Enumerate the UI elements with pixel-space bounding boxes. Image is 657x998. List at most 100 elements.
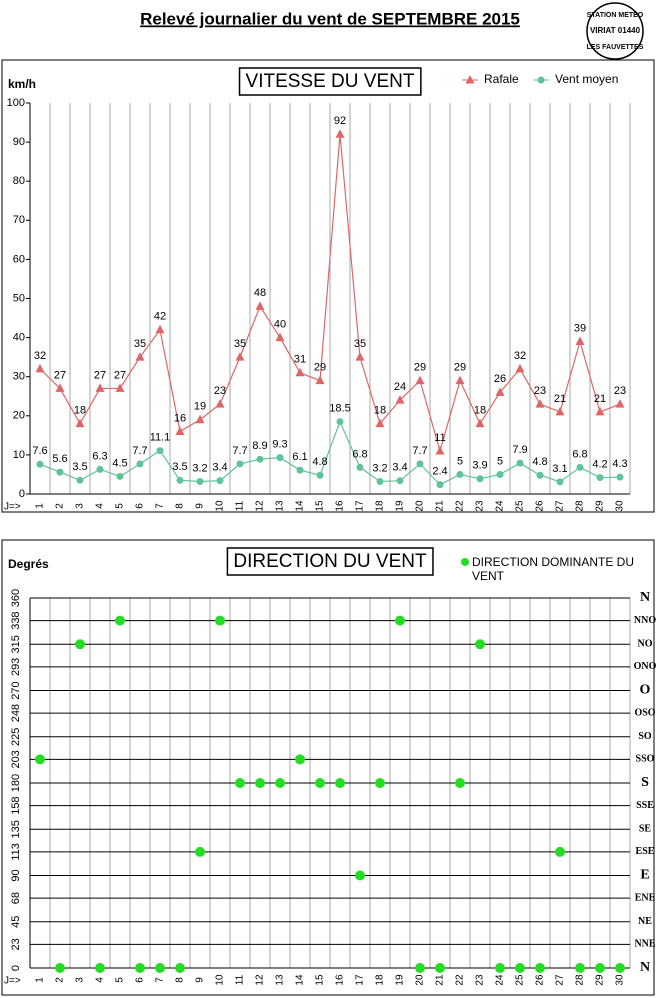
x-tick-label: 28: [575, 500, 586, 512]
x-tick-label: 19: [395, 974, 406, 986]
value-label: 2.4: [432, 466, 447, 478]
x-tick-label: 25: [515, 500, 526, 512]
point: [56, 468, 64, 476]
point: [555, 406, 565, 416]
point: [616, 473, 624, 481]
point: [296, 466, 304, 474]
point: [216, 477, 224, 485]
direction-label: SSE: [636, 800, 654, 811]
direction-label: ONO: [634, 661, 657, 672]
value-label: 35: [234, 338, 246, 350]
value-label: 26: [494, 373, 506, 385]
value-label: 8.9: [252, 440, 267, 452]
point: [155, 324, 165, 334]
point: [595, 963, 605, 973]
x-tick-label: 18: [375, 500, 386, 512]
point: [175, 426, 185, 435]
value-label: 7.6: [32, 445, 47, 457]
x-tick-label: 26: [535, 974, 546, 986]
value-label: 5.6: [52, 453, 67, 465]
point: [75, 418, 85, 428]
y-tick-label: 70: [13, 214, 25, 226]
point: [195, 846, 205, 857]
point: [156, 447, 164, 455]
series-line: [39, 420, 621, 486]
point: [95, 963, 105, 973]
point: [275, 778, 285, 788]
point: [375, 418, 385, 428]
value-label: 29: [414, 362, 426, 374]
x-tick-label: 27: [555, 500, 566, 512]
x-tick-label: 11: [235, 500, 246, 511]
point: [576, 463, 584, 471]
x-tick-label: 4: [95, 503, 106, 509]
value-label: 6.8: [572, 448, 587, 460]
point: [96, 465, 104, 473]
y-axis-label: km/h: [8, 77, 36, 91]
point: [155, 963, 165, 973]
x-axis-label: J=>: [4, 976, 21, 987]
direction-label: NNO: [634, 615, 656, 626]
value-label: 3.9: [472, 460, 487, 472]
direction-label: NE: [638, 916, 652, 927]
point: [516, 459, 524, 467]
point: [495, 387, 505, 396]
point: [235, 778, 245, 788]
point: [395, 615, 405, 626]
value-label: 7.7: [132, 445, 147, 457]
point: [295, 754, 305, 765]
value-label: 23: [214, 385, 226, 397]
x-tick-label: 26: [535, 500, 546, 512]
point: [356, 463, 364, 471]
point: [415, 963, 425, 973]
value-label: 32: [34, 350, 46, 362]
point: [336, 418, 344, 426]
point: [35, 754, 45, 765]
value-label: 27: [114, 369, 126, 381]
y-tick-label: 23: [10, 938, 22, 950]
value-label: 6.3: [92, 450, 107, 462]
value-label: 4.2: [592, 458, 607, 470]
x-tick-label: 22: [455, 500, 466, 512]
value-label: 5: [457, 455, 463, 467]
x-tick-label: 7: [155, 503, 166, 509]
point: [36, 460, 44, 468]
chart-frame: [1, 539, 655, 996]
point: [475, 418, 485, 428]
value-label: 39: [574, 322, 586, 334]
x-tick-label: 20: [415, 500, 426, 512]
value-label: 48: [254, 287, 266, 299]
value-label: 4.5: [112, 457, 127, 469]
point: [215, 615, 225, 626]
point: [615, 963, 625, 973]
point: [196, 477, 204, 485]
x-tick-label: 21: [435, 500, 446, 512]
x-tick-label: 17: [355, 500, 366, 512]
x-tick-label: 5: [115, 977, 126, 983]
value-label: 9.3: [272, 439, 287, 451]
point: [475, 639, 485, 650]
value-label: 5: [497, 455, 503, 467]
point: [396, 477, 404, 485]
value-label: 19: [194, 401, 206, 413]
value-label: 29: [314, 362, 326, 374]
value-label: 18: [474, 405, 486, 417]
direction-label: ESE: [636, 846, 655, 857]
point: [436, 481, 444, 489]
x-tick-label: 23: [475, 500, 486, 512]
value-label: 27: [94, 369, 106, 381]
point: [255, 778, 265, 788]
point: [375, 778, 385, 788]
point: [95, 383, 105, 392]
value-label: 6.8: [352, 448, 367, 460]
point: [35, 363, 45, 373]
x-tick-label: 5: [115, 503, 126, 509]
point: [115, 615, 125, 626]
x-tick-label: 9: [195, 503, 206, 509]
y-tick-label: 40: [13, 332, 25, 344]
direction-label: SE: [639, 824, 652, 835]
x-tick-label: 13: [275, 974, 286, 986]
point: [455, 375, 465, 385]
y-tick-label: 20: [13, 410, 25, 422]
x-tick-label: 6: [135, 977, 146, 983]
